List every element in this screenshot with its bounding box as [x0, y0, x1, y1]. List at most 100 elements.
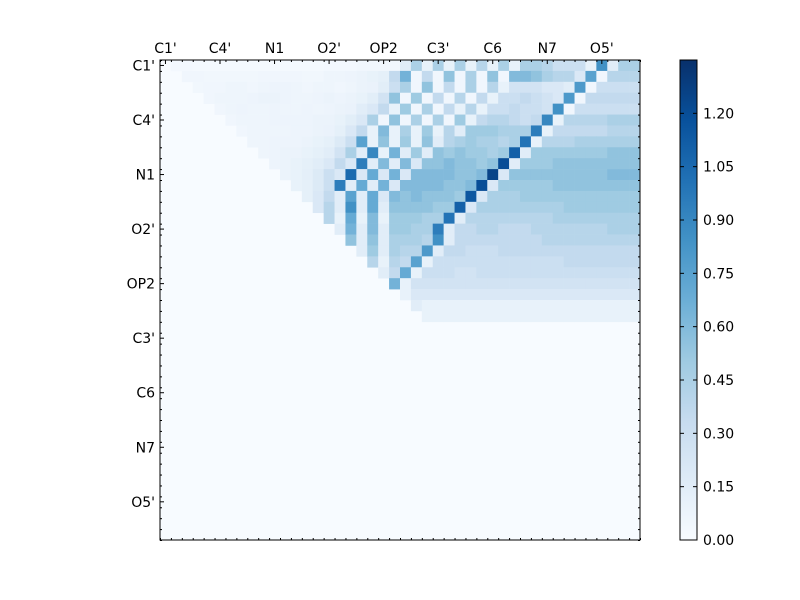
- heatmap-cell: [443, 103, 455, 115]
- heatmap-cell: [487, 103, 499, 115]
- heatmap-cell: [563, 125, 575, 137]
- heatmap-cell: [596, 234, 608, 246]
- heatmap-cell: [312, 92, 324, 104]
- heatmap-cell: [432, 136, 444, 148]
- heatmap-cell: [476, 70, 488, 83]
- heatmap-cell: [247, 103, 259, 115]
- heatmap-cell: [400, 190, 412, 203]
- heatmap-cell: [563, 169, 575, 181]
- heatmap-cell: [400, 60, 412, 72]
- heatmap-cell: [410, 125, 423, 137]
- heatmap-cell: [269, 125, 281, 137]
- heatmap-cell: [574, 256, 586, 268]
- heatmap-cell: [323, 147, 335, 159]
- heatmap-cell: [530, 81, 543, 94]
- heatmap-cell: [552, 300, 564, 312]
- heatmap-cell: [389, 136, 401, 148]
- heatmap-cell: [247, 136, 259, 148]
- heatmap-cell: [541, 278, 554, 290]
- heatmap-cell: [563, 147, 575, 159]
- heatmap-cell: [389, 190, 401, 203]
- heatmap-cell: [378, 125, 390, 137]
- heatmap-cell: [301, 180, 314, 192]
- heatmap-cell: [530, 201, 543, 214]
- heatmap-cell: [509, 190, 521, 203]
- heatmap-cell: [476, 125, 488, 137]
- heatmap-cell: [574, 125, 586, 137]
- heatmap-cell: [596, 103, 608, 115]
- heatmap-cell: [214, 92, 226, 104]
- heatmap-cell: [465, 201, 477, 214]
- heatmap-cell: [487, 212, 499, 224]
- heatmap-cell: [520, 289, 532, 301]
- heatmap-cell: [203, 92, 215, 104]
- heatmap-cell: [290, 169, 303, 181]
- heatmap-cell: [323, 190, 335, 203]
- heatmap-cell: [509, 212, 521, 224]
- heatmap-cell: [269, 103, 281, 115]
- heatmap-cell: [530, 147, 543, 159]
- heatmap-cell: [585, 256, 597, 268]
- heatmap-cell: [498, 70, 510, 83]
- heatmap-cell: [618, 169, 630, 181]
- heatmap-cell: [214, 70, 226, 83]
- heatmap-cell: [247, 70, 259, 83]
- heatmap-cell: [367, 223, 379, 235]
- heatmap-cell: [596, 267, 608, 279]
- heatmap-cell: [410, 223, 423, 235]
- heatmap-cell: [356, 103, 368, 115]
- heatmap-cell: [498, 223, 510, 235]
- heatmap-cell: [552, 278, 564, 290]
- heatmap-cell: [334, 92, 346, 104]
- heatmap-cell: [509, 223, 521, 235]
- heatmap-cell: [400, 180, 412, 192]
- heatmap-cell: [465, 103, 477, 115]
- colorbar: [679, 59, 698, 541]
- heatmap-cell: [410, 245, 423, 257]
- heatmap-cell: [454, 223, 466, 235]
- heatmap-cell: [530, 190, 543, 203]
- heatmap-cell: [400, 223, 412, 235]
- heatmap-cell: [247, 60, 259, 72]
- heatmap-cell: [476, 278, 488, 290]
- heatmap-cell: [367, 256, 379, 268]
- colorbar-tick-label: 0.60: [703, 320, 734, 336]
- heatmap-cell: [378, 136, 390, 148]
- heatmap-cell: [410, 147, 423, 159]
- heatmap-cell: [574, 92, 586, 104]
- heatmap-cell: [367, 114, 379, 126]
- heatmap-cell: [563, 70, 575, 83]
- y-tick-label: N7: [136, 440, 155, 456]
- heatmap-cell: [421, 310, 434, 323]
- heatmap-cell: [345, 136, 357, 148]
- heatmap-cell: [520, 114, 532, 126]
- heatmap-cell: [585, 70, 597, 83]
- heatmap-cell: [574, 223, 586, 235]
- heatmap-cell: [236, 103, 248, 115]
- heatmap-cell: [618, 158, 630, 170]
- heatmap-cell: [181, 60, 194, 72]
- heatmap-cell: [443, 92, 455, 104]
- heatmap-cell: [607, 234, 619, 246]
- heatmap-cell: [301, 169, 314, 181]
- heatmap-cell: [356, 234, 368, 246]
- heatmap-cell: [552, 212, 564, 224]
- heatmap-cell: [476, 310, 488, 323]
- heatmap-cell: [334, 158, 346, 170]
- heatmap-cell: [574, 60, 586, 72]
- heatmap-cell: [552, 136, 564, 148]
- heatmap-cell: [280, 70, 292, 83]
- heatmap-cell: [530, 223, 543, 235]
- heatmap-cell: [410, 114, 423, 126]
- heatmap-cell: [454, 289, 466, 301]
- heatmap-cell: [400, 70, 412, 83]
- heatmap-cell: [530, 169, 543, 181]
- heatmap-cell: [498, 158, 510, 170]
- heatmap-cell: [432, 245, 444, 257]
- heatmap-cell: [301, 92, 314, 104]
- heatmap-cell: [378, 212, 390, 224]
- heatmap-cell: [476, 60, 488, 72]
- heatmap-cell: [465, 114, 477, 126]
- colorbar-tick-label: 1.20: [703, 106, 734, 122]
- heatmap-cell: [410, 256, 423, 268]
